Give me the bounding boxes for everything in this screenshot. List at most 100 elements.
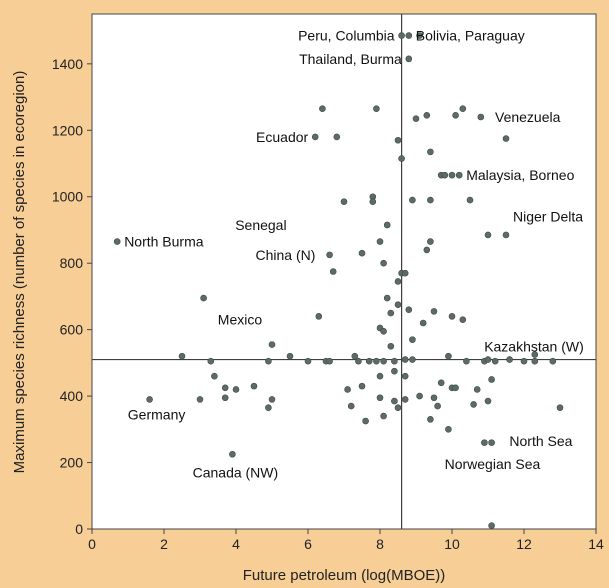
y-tick-label: 400 bbox=[60, 388, 84, 404]
data-point bbox=[373, 357, 380, 365]
data-point bbox=[326, 251, 333, 259]
data-point bbox=[441, 171, 449, 179]
data-point bbox=[455, 171, 463, 179]
data-point bbox=[319, 105, 326, 112]
x-tick-label: 14 bbox=[588, 536, 604, 552]
data-point bbox=[362, 417, 369, 425]
y-axis-title: Maximum species richness (number of spec… bbox=[11, 71, 28, 474]
data-point bbox=[412, 115, 420, 122]
annotation-label: Bolivia, Paraguay bbox=[416, 28, 525, 44]
data-point bbox=[506, 356, 513, 363]
data-point bbox=[391, 367, 398, 375]
data-point bbox=[329, 268, 337, 275]
data-point bbox=[488, 439, 495, 446]
data-point bbox=[358, 249, 366, 257]
data-point bbox=[394, 404, 402, 412]
data-point bbox=[427, 148, 434, 156]
annotation-label: Malaysia, Borneo bbox=[466, 167, 574, 183]
data-point bbox=[401, 356, 409, 363]
data-point bbox=[340, 198, 348, 206]
data-point bbox=[416, 32, 423, 39]
data-point bbox=[207, 357, 215, 365]
data-point bbox=[452, 384, 459, 392]
data-point bbox=[477, 113, 485, 121]
x-tick-label: 8 bbox=[376, 536, 384, 552]
data-point bbox=[250, 382, 258, 390]
y-tick-label: 800 bbox=[60, 255, 84, 271]
data-point bbox=[355, 357, 362, 365]
data-point bbox=[459, 105, 467, 112]
x-axis-ticks: 0 2 4 6 8 10 12 14 bbox=[88, 529, 604, 552]
data-point bbox=[459, 316, 467, 323]
data-point bbox=[434, 402, 441, 410]
data-point bbox=[311, 133, 319, 141]
data-point bbox=[452, 112, 459, 119]
data-point bbox=[380, 412, 387, 420]
data-point bbox=[430, 308, 438, 315]
data-point bbox=[265, 357, 272, 365]
data-point bbox=[405, 55, 413, 63]
data-point bbox=[380, 357, 387, 365]
data-point bbox=[423, 112, 431, 119]
x-tick-label: 6 bbox=[304, 536, 312, 552]
data-point bbox=[416, 392, 423, 400]
data-point bbox=[304, 357, 312, 365]
y-tick-label: 0 bbox=[75, 521, 83, 537]
data-point bbox=[365, 357, 373, 365]
data-points bbox=[113, 32, 564, 529]
annotation-label: Norwegian Sea bbox=[445, 456, 541, 472]
data-point bbox=[488, 376, 495, 383]
data-point bbox=[265, 404, 272, 412]
data-point bbox=[445, 352, 452, 360]
data-point bbox=[484, 397, 492, 405]
data-point bbox=[376, 394, 384, 402]
data-point bbox=[405, 32, 413, 39]
annotation-label: Ecuador bbox=[256, 129, 308, 145]
data-point bbox=[430, 394, 438, 402]
data-point bbox=[391, 357, 398, 365]
data-point bbox=[531, 357, 539, 365]
data-point bbox=[394, 278, 402, 285]
y-tick-label: 1400 bbox=[52, 56, 83, 72]
x-axis-title: Future petroleum (log(MBOE)) bbox=[243, 567, 446, 584]
data-point bbox=[333, 133, 341, 141]
data-point bbox=[401, 372, 409, 380]
annotation-label: China (N) bbox=[255, 247, 315, 263]
data-point bbox=[427, 416, 434, 423]
data-point bbox=[520, 357, 528, 365]
data-point bbox=[358, 382, 366, 390]
data-point bbox=[549, 357, 557, 365]
data-point bbox=[409, 356, 416, 363]
data-point bbox=[470, 401, 477, 408]
data-point bbox=[344, 386, 351, 393]
data-point bbox=[268, 396, 276, 403]
annotation-label: Venezuela bbox=[495, 109, 561, 125]
data-point bbox=[481, 439, 488, 446]
data-point bbox=[232, 386, 240, 393]
data-point bbox=[502, 231, 510, 239]
data-point bbox=[221, 384, 229, 392]
data-point bbox=[445, 426, 452, 433]
data-point bbox=[351, 352, 359, 360]
data-point bbox=[376, 238, 384, 245]
annotations: Peru, Columbia Bolivia, Paraguay Thailand,… bbox=[124, 28, 584, 481]
data-point bbox=[373, 105, 380, 112]
data-point bbox=[383, 221, 391, 229]
annotation-label: Senegal bbox=[235, 217, 286, 233]
data-point bbox=[383, 294, 391, 302]
data-point bbox=[427, 238, 434, 245]
data-point bbox=[347, 402, 355, 410]
data-point bbox=[419, 319, 427, 327]
data-point bbox=[484, 231, 492, 239]
data-point bbox=[401, 269, 409, 277]
data-point bbox=[405, 306, 413, 314]
data-point bbox=[531, 351, 539, 358]
y-tick-label: 600 bbox=[60, 322, 84, 338]
annotation-label: Thailand, Burma bbox=[299, 51, 402, 67]
plot-area bbox=[91, 13, 597, 530]
data-point bbox=[394, 301, 402, 309]
annotation-label: Kazakhstan (W) bbox=[484, 338, 584, 354]
annotation-label: Peru, Columbia bbox=[298, 28, 395, 44]
annotation-label: Canada (NW) bbox=[193, 465, 279, 481]
data-point bbox=[376, 372, 384, 380]
